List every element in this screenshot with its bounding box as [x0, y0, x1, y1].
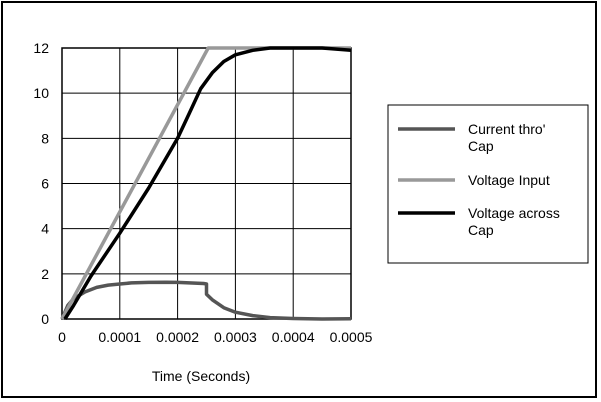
series-line-current-thro-cap — [60, 280, 352, 321]
legend-label: Current thro' Cap — [468, 121, 545, 154]
legend-label-line: Current thro' — [468, 121, 545, 137]
legend-label-line: Voltage Input — [468, 172, 550, 188]
y-tick-label: 0 — [41, 311, 49, 327]
legend-label-line: Cap — [468, 138, 494, 154]
x-tick-label: 0 — [58, 329, 66, 345]
legend-box — [387, 104, 589, 264]
x-tick-label: 0.0001 — [98, 329, 141, 345]
x-tick-label: 0.0005 — [330, 329, 373, 345]
y-tick-labels: 0 2 4 6 8 10 12 — [33, 40, 49, 327]
legend-label-line: Cap — [468, 222, 494, 238]
series-line-voltage-across-cap — [63, 46, 352, 320]
legend-label: Voltage across Cap — [468, 205, 560, 238]
legend-label-line: Voltage across — [468, 205, 560, 221]
legend-label: Voltage Input — [468, 172, 550, 188]
y-tick-label: 4 — [41, 221, 49, 237]
grid-lines — [62, 48, 351, 319]
x-axis-title: Time (Seconds) — [152, 368, 250, 384]
y-tick-label: 10 — [33, 85, 49, 101]
series-layer — [60, 46, 352, 321]
x-tick-labels: 0 0.0001 0.0002 0.0003 0.0004 0.0005 — [58, 329, 373, 345]
x-tick-label: 0.0004 — [272, 329, 315, 345]
y-tick-label: 6 — [41, 176, 49, 192]
x-tick-label: 0.0003 — [214, 329, 257, 345]
y-tick-label: 2 — [41, 266, 49, 282]
y-tick-label: 12 — [33, 40, 49, 56]
y-tick-label: 8 — [41, 130, 49, 146]
x-tick-label: 0.0002 — [156, 329, 199, 345]
